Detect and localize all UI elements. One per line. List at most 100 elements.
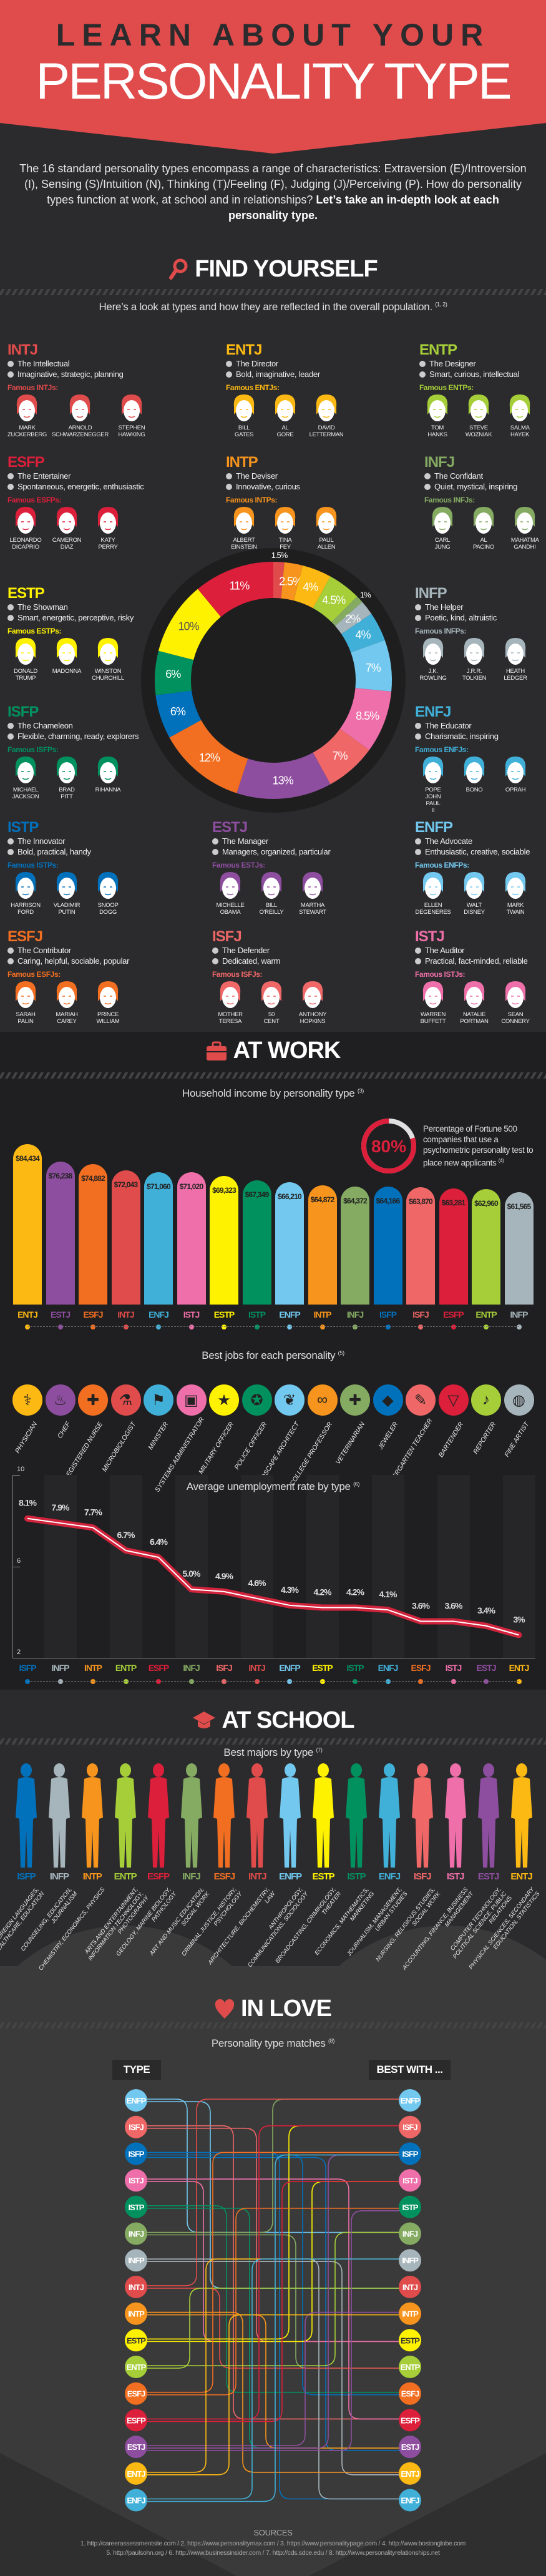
bullet-icon bbox=[212, 957, 218, 964]
type-dot bbox=[418, 1679, 423, 1684]
major-type-label: ENTP bbox=[114, 1871, 137, 1882]
portrait-icon bbox=[56, 757, 77, 783]
major-type-label: ISTP bbox=[347, 1871, 366, 1882]
bullet-icon bbox=[7, 722, 14, 729]
type-node bbox=[125, 2142, 147, 2165]
best-with-label: ESTP bbox=[401, 2336, 420, 2345]
famous-name: Paul Allen bbox=[317, 537, 336, 551]
silhouette-body bbox=[378, 1777, 400, 1868]
best-with-node bbox=[399, 2382, 421, 2405]
portrait-features bbox=[511, 886, 520, 896]
famous-person: Leonardo DiCaprio bbox=[7, 506, 44, 551]
portrait-icon bbox=[316, 507, 337, 534]
famous-name: Leonardo DiCaprio bbox=[9, 537, 42, 551]
portrait-face bbox=[59, 987, 75, 1008]
type-traits: Smart, energetic, perceptive, risky bbox=[17, 613, 134, 622]
famous-name: Michael Jackson bbox=[12, 786, 39, 800]
silhouette-head bbox=[218, 1763, 230, 1777]
portrait-face bbox=[17, 512, 34, 534]
portrait-features bbox=[76, 409, 85, 418]
heart-icon bbox=[215, 1999, 235, 2019]
famous-name: Walt Disney bbox=[464, 902, 485, 916]
type-nickname-row: The Deviser bbox=[226, 471, 369, 481]
famous-person: Pope John Paul II bbox=[415, 755, 451, 814]
portrait-features bbox=[21, 521, 30, 531]
income-chart-title: Household income by personality type (3) bbox=[0, 1087, 546, 1100]
portrait-face bbox=[318, 400, 334, 421]
type-dot bbox=[254, 1679, 260, 1684]
portrait-face bbox=[100, 644, 116, 665]
unemployment-type-label: INTJ bbox=[248, 1663, 265, 1673]
portrait-icon bbox=[514, 507, 535, 534]
bullet-icon bbox=[7, 614, 14, 621]
portrait-face bbox=[434, 512, 451, 534]
portrait-face bbox=[517, 512, 533, 534]
type-nickname: The Defender bbox=[222, 946, 270, 955]
portrait-face bbox=[19, 400, 36, 421]
fortune-caption: Percentage of Fortune 500 companies that… bbox=[423, 1124, 539, 1168]
income-value-label: $64,372 bbox=[343, 1196, 368, 1205]
famous-name: Rihanna bbox=[95, 786, 121, 793]
type-nickname: The Entertainer bbox=[17, 471, 71, 481]
job-glyph: ⚕ bbox=[23, 1391, 32, 1409]
famous-label: Famous INFPs: bbox=[415, 627, 467, 635]
famous-person: Rihanna bbox=[90, 755, 126, 800]
best-with-node bbox=[399, 2115, 421, 2138]
type-nickname: The Helper bbox=[425, 602, 464, 612]
type-nickname-row: The Helper bbox=[415, 602, 546, 612]
income-bar bbox=[373, 1187, 402, 1305]
portrait-features bbox=[438, 521, 447, 531]
chart-column-band bbox=[502, 1475, 535, 1658]
famous-name: Sarah Palin bbox=[16, 1011, 36, 1025]
portrait-icon bbox=[464, 981, 485, 1008]
silhouette-head bbox=[318, 1763, 329, 1777]
portrait-icon bbox=[15, 872, 36, 899]
type-traits: Imaginative, strategic, planning bbox=[17, 370, 124, 379]
portrait-icon bbox=[261, 981, 282, 1008]
famous-person: Bono bbox=[456, 755, 492, 814]
income-type-label: ESTJ bbox=[50, 1310, 71, 1320]
famous-name: Katy Perry bbox=[98, 537, 118, 551]
portrait-icon bbox=[15, 638, 36, 665]
famous-person: Michelle Obama bbox=[212, 871, 248, 916]
portrait-features bbox=[429, 886, 437, 896]
bullet-icon bbox=[415, 957, 421, 964]
dotted-axis bbox=[27, 1681, 519, 1682]
income-bar bbox=[472, 1189, 500, 1305]
in-love-title: IN LOVE bbox=[240, 1996, 332, 2022]
famous-person: Heath Ledger bbox=[497, 637, 534, 682]
match-line-estj-isfp bbox=[147, 2154, 399, 2449]
unemployment-value-label: 4.3% bbox=[281, 1585, 299, 1595]
portrait-face bbox=[277, 400, 293, 421]
glasses-icon: ∞ bbox=[307, 1384, 338, 1416]
portrait-features bbox=[21, 996, 30, 1005]
silhouette-body bbox=[411, 1777, 433, 1868]
type-node bbox=[125, 2382, 147, 2405]
type-dot bbox=[90, 1325, 95, 1330]
famous-label: Famous ESTJs: bbox=[212, 861, 265, 869]
type-dot bbox=[385, 1679, 391, 1684]
income-value-label: $67,349 bbox=[245, 1190, 270, 1199]
famous-person: Prince William bbox=[90, 980, 126, 1025]
income-bar bbox=[210, 1175, 238, 1305]
donut-slice-label: 1.5% bbox=[271, 551, 288, 560]
portrait-face bbox=[17, 987, 34, 1008]
portrait-face bbox=[475, 512, 492, 534]
best-with-label: ESFJ bbox=[401, 2389, 419, 2399]
unemployment-value-label: 3% bbox=[513, 1614, 525, 1624]
job-glyph: ⚑ bbox=[152, 1391, 165, 1409]
type-profile-entp: ENTP The Designer Smart, curious, intellec… bbox=[419, 342, 546, 438]
portrait-features bbox=[322, 409, 331, 418]
unemployment-type-label: ESTP bbox=[312, 1663, 333, 1673]
type-nickname: The Director bbox=[236, 359, 278, 368]
portrait-icon bbox=[56, 981, 77, 1008]
famous-person: Albert Einstein bbox=[226, 506, 262, 551]
portrait-icon bbox=[473, 507, 494, 534]
income-value-label: $63,870 bbox=[409, 1197, 433, 1207]
type-label: ENTP bbox=[127, 2363, 147, 2372]
type-label: INTP bbox=[128, 2309, 145, 2319]
income-type-label: ENTP bbox=[475, 1310, 497, 1320]
type-dot bbox=[385, 1325, 391, 1330]
best-with-label: ISTP bbox=[402, 2203, 419, 2212]
type-nickname: The Chameleon bbox=[17, 721, 73, 730]
